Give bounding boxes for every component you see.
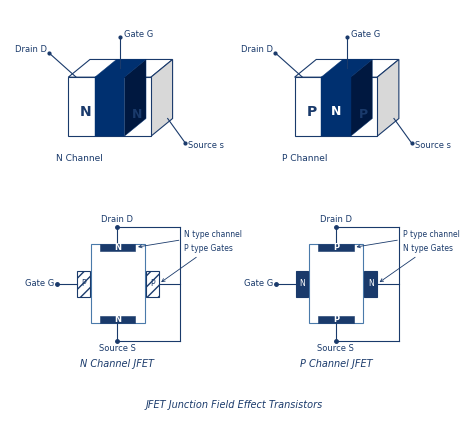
Polygon shape bbox=[124, 59, 146, 136]
Text: N: N bbox=[331, 105, 341, 118]
Text: Drain D: Drain D bbox=[320, 215, 352, 224]
Text: P: P bbox=[81, 279, 86, 288]
Text: Source s: Source s bbox=[415, 141, 451, 149]
Text: Gate G: Gate G bbox=[244, 279, 273, 288]
Bar bbox=[100, 316, 135, 323]
Polygon shape bbox=[294, 59, 399, 77]
Bar bbox=[365, 271, 377, 296]
Text: N type channel: N type channel bbox=[139, 230, 242, 248]
Polygon shape bbox=[68, 59, 173, 77]
Text: Gate G: Gate G bbox=[351, 30, 380, 40]
Polygon shape bbox=[321, 77, 351, 136]
Text: N Channel JFET: N Channel JFET bbox=[81, 359, 155, 368]
Bar bbox=[310, 245, 364, 323]
Text: N Channel: N Channel bbox=[55, 154, 102, 163]
Bar bbox=[296, 271, 309, 296]
Polygon shape bbox=[68, 77, 151, 136]
Text: P: P bbox=[333, 315, 339, 324]
Text: Gate G: Gate G bbox=[124, 30, 154, 40]
Text: Source S: Source S bbox=[99, 344, 136, 353]
Bar bbox=[318, 245, 354, 251]
Text: P: P bbox=[359, 108, 368, 121]
Text: N: N bbox=[132, 108, 142, 121]
Text: Drain D: Drain D bbox=[15, 45, 46, 54]
Text: P type channel: P type channel bbox=[357, 230, 460, 248]
Text: N: N bbox=[114, 315, 121, 324]
Polygon shape bbox=[95, 59, 146, 77]
Text: Drain D: Drain D bbox=[101, 215, 134, 224]
Text: P type Gates: P type Gates bbox=[162, 244, 233, 282]
Text: JFET Junction Field Effect Transistors: JFET Junction Field Effect Transistors bbox=[146, 400, 323, 410]
Polygon shape bbox=[95, 77, 124, 136]
Bar bbox=[146, 271, 159, 296]
Bar bbox=[91, 245, 145, 323]
Text: Source s: Source s bbox=[188, 141, 224, 149]
Text: N type Gates: N type Gates bbox=[380, 244, 453, 282]
Text: N: N bbox=[368, 279, 374, 288]
Polygon shape bbox=[377, 59, 399, 136]
Text: Drain D: Drain D bbox=[241, 45, 273, 54]
Text: Source S: Source S bbox=[318, 344, 355, 353]
Text: P: P bbox=[150, 279, 155, 288]
Text: P Channel JFET: P Channel JFET bbox=[300, 359, 372, 368]
Text: N: N bbox=[114, 243, 121, 252]
Bar bbox=[77, 271, 90, 296]
Text: N: N bbox=[80, 105, 92, 119]
Polygon shape bbox=[351, 59, 372, 136]
Polygon shape bbox=[294, 77, 377, 136]
Text: P: P bbox=[333, 243, 339, 252]
Text: Gate G: Gate G bbox=[25, 279, 55, 288]
Bar bbox=[100, 245, 135, 251]
Polygon shape bbox=[151, 59, 173, 136]
Text: P: P bbox=[307, 105, 318, 119]
Text: P Channel: P Channel bbox=[282, 154, 327, 163]
Text: N: N bbox=[299, 279, 305, 288]
Bar bbox=[318, 316, 354, 323]
Polygon shape bbox=[321, 59, 372, 77]
